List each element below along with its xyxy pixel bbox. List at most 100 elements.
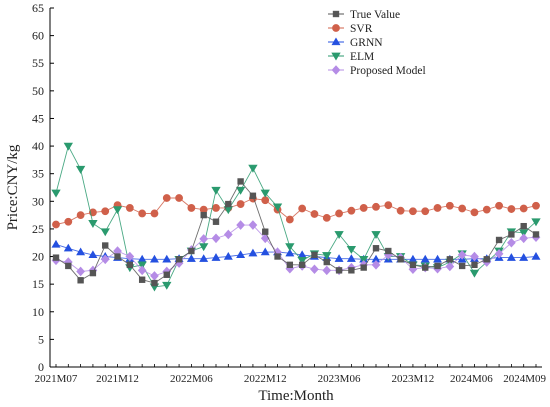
legend-item: Proposed Model: [328, 65, 426, 77]
data-point: [532, 231, 540, 238]
data-point: [334, 231, 344, 239]
legend-item: GRNN: [328, 37, 383, 49]
data-point: [385, 247, 392, 255]
y-tick-label: 5: [38, 332, 44, 346]
data-point: [175, 256, 183, 263]
data-point: [236, 200, 245, 208]
data-point: [422, 264, 429, 271]
data-point: [138, 276, 146, 283]
data-point: [519, 233, 529, 244]
data-point: [151, 279, 158, 287]
data-point: [470, 208, 479, 217]
series-line: [55, 197, 537, 225]
legend-marker: [331, 37, 341, 46]
data-point: [51, 239, 61, 248]
data-point: [360, 264, 367, 271]
data-point: [285, 243, 295, 252]
data-point: [76, 266, 85, 277]
data-point: [163, 271, 170, 278]
data-point: [346, 254, 356, 262]
data-point: [494, 249, 504, 259]
data-point: [420, 254, 430, 263]
data-point: [162, 281, 172, 290]
data-point: [384, 201, 393, 210]
y-tick-label: 55: [32, 56, 44, 70]
data-point: [102, 242, 109, 249]
data-point: [458, 204, 467, 213]
data-point: [225, 200, 232, 208]
data-point: [445, 201, 454, 210]
data-point: [471, 261, 478, 269]
data-point: [150, 209, 159, 218]
legend-label: SVR: [350, 23, 373, 35]
data-point: [65, 262, 72, 270]
data-point: [211, 186, 221, 195]
data-point: [77, 277, 84, 284]
data-point: [64, 217, 73, 226]
x-tick-label: 2024M06: [450, 373, 493, 385]
data-point: [236, 250, 246, 259]
x-axis-title: Time:Month: [258, 388, 334, 404]
series-layer: [51, 142, 541, 292]
data-point: [531, 218, 541, 227]
data-point: [469, 269, 480, 278]
data-point: [175, 194, 183, 202]
x-tick-label: 2021M07: [35, 373, 78, 385]
data-point: [286, 261, 294, 269]
legend-marker: [331, 65, 341, 75]
y-tick-label: 30: [32, 194, 44, 208]
data-point: [235, 186, 246, 195]
data-point: [483, 256, 490, 263]
data-point: [101, 207, 110, 216]
data-point: [51, 189, 61, 198]
x-tick-label: 2023M06: [318, 373, 361, 385]
data-point: [100, 228, 110, 237]
data-point: [262, 228, 269, 235]
y-tick-label: 15: [32, 277, 44, 291]
data-point: [63, 142, 73, 151]
y-tick-label: 10: [32, 305, 44, 319]
data-point: [433, 204, 442, 212]
data-point: [311, 251, 318, 259]
y-tick-label: 65: [32, 1, 44, 15]
data-point: [149, 254, 159, 263]
data-point: [519, 253, 529, 261]
data-point: [322, 265, 332, 276]
data-point: [409, 261, 417, 269]
data-point: [199, 234, 209, 244]
data-point: [88, 220, 98, 228]
y-tick-label: 50: [32, 84, 44, 98]
data-point: [200, 211, 207, 219]
data-point: [223, 229, 233, 240]
data-point: [76, 211, 85, 220]
data-point: [297, 257, 307, 265]
data-point: [334, 254, 344, 262]
data-point: [372, 202, 380, 211]
series-line: [55, 180, 537, 284]
data-point: [89, 269, 97, 277]
data-point: [396, 206, 405, 215]
data-point: [310, 264, 319, 275]
legend-marker: [332, 24, 340, 32]
data-point: [162, 254, 172, 263]
data-point: [75, 165, 86, 174]
data-point: [223, 251, 233, 260]
data-point: [335, 209, 343, 218]
data-point: [188, 247, 195, 255]
legend-label: True Value: [350, 9, 400, 21]
data-point: [274, 253, 281, 260]
data-point: [359, 204, 368, 212]
y-axis-title: Price:CNY/kg: [5, 144, 21, 230]
legend: True Value SVR GRNN ELM Proposed Model: [328, 9, 426, 77]
data-point: [372, 245, 380, 252]
data-point: [348, 267, 355, 274]
data-point: [248, 248, 258, 257]
data-point: [248, 164, 258, 173]
x-tick-label: 2024M09: [503, 373, 546, 385]
data-point: [260, 247, 270, 256]
legend-marker: [332, 10, 340, 18]
data-point: [470, 251, 479, 262]
legend-item: ELM: [328, 51, 374, 63]
data-point: [260, 189, 270, 198]
